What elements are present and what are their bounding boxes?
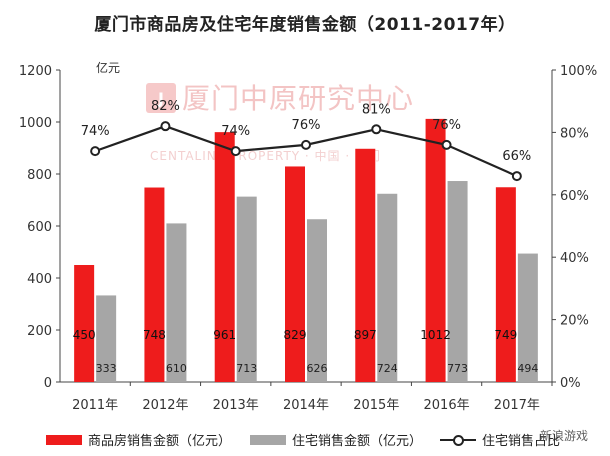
legend-item-share: 住宅销售占比 [440, 430, 560, 449]
axes: 0 200 400 600 800 1000 1200 0% 20% 40% 60% 80% 100% 亿… [19, 60, 597, 413]
share-point [90, 146, 101, 157]
share-line [90, 121, 522, 182]
data-label-residential: 494 [517, 362, 538, 375]
bar-residential [307, 219, 327, 382]
legend: 商品房销售金额（亿元） 住宅销售金额（亿元） 住宅销售占比 [0, 430, 610, 452]
left-tick-label: 1200 [19, 64, 52, 79]
data-label-commercial: 450 [73, 328, 96, 342]
data-label-commercial: 748 [143, 328, 166, 342]
x-tick-label: 2016年 [424, 398, 470, 413]
watermark-sub-text: CENTALINE PROPERTY · 中国 · 厦门 [150, 148, 381, 163]
data-label-residential: 773 [447, 362, 468, 375]
bar-residential [517, 253, 538, 382]
legend-swatch-commercial [46, 434, 82, 445]
data-label-residential: 333 [96, 362, 117, 375]
x-tick-label: 2014年 [283, 398, 329, 413]
bar-commercial [355, 148, 376, 382]
watermark: J 厦门中原研究中心 CENTALINE PROPERTY · 中国 · 厦门 [146, 82, 414, 163]
share-point [441, 139, 452, 150]
bars [74, 118, 538, 382]
data-label-residential: 713 [236, 362, 257, 375]
data-label-share: 81% [362, 102, 391, 117]
left-tick-label: 600 [27, 220, 52, 235]
data-label-residential: 724 [377, 362, 398, 375]
right-tick-label: 100% [560, 64, 597, 79]
share-point [371, 124, 382, 135]
right-tick-label: 40% [560, 251, 589, 266]
data-labels: 450 333 748 610 961 713 829 626 897 724 1012 773 749… [73, 99, 539, 375]
right-tick-label: 0% [560, 376, 581, 391]
data-label-share: 76% [432, 118, 461, 133]
watermark-logo [146, 83, 176, 113]
legend-label-commercial: 商品房销售金额（亿元） [88, 434, 232, 449]
x-tick-label: 2015年 [353, 398, 399, 413]
bar-commercial [495, 187, 516, 382]
legend-swatch-residential [250, 434, 286, 445]
data-label-residential: 626 [307, 362, 328, 375]
right-tick-label: 80% [560, 126, 589, 141]
data-label-share: 76% [292, 118, 321, 133]
bar-commercial [425, 118, 446, 382]
bar-residential [166, 223, 187, 382]
legend-item-commercial: 商品房销售金额（亿元） [46, 430, 231, 449]
right-tick-label: 20% [560, 314, 589, 329]
bar-residential [447, 181, 468, 382]
share-point [230, 146, 241, 157]
legend-label-residential: 住宅销售金额（亿元） [292, 434, 423, 449]
watermark-logo-letter: J [157, 89, 164, 108]
data-label-commercial: 829 [284, 328, 307, 342]
legend-swatch-share [440, 434, 476, 446]
data-label-share: 74% [81, 124, 110, 139]
left-tick-label: 0 [44, 376, 52, 391]
bar-residential [377, 193, 398, 382]
brand-watermark: 新浪游戏 [540, 429, 589, 443]
x-tick-label: 2017年 [494, 398, 540, 413]
data-label-residential: 610 [166, 362, 187, 375]
bar-commercial [144, 187, 165, 382]
bar-residential [236, 196, 257, 382]
legend-item-residential: 住宅销售金额（亿元） [250, 430, 422, 449]
bar-commercial [74, 265, 95, 382]
share-point [511, 171, 522, 182]
share-point [160, 121, 171, 132]
data-label-commercial: 1012 [420, 328, 451, 342]
data-label-share: 66% [502, 149, 531, 164]
left-tick-label: 400 [27, 272, 52, 287]
bar-commercial [285, 166, 305, 382]
data-label-share: 74% [221, 124, 250, 139]
watermark-main-text: 厦门中原研究中心 [182, 82, 414, 115]
bar-residential [96, 295, 117, 382]
left-tick-label: 800 [27, 168, 52, 183]
data-label-commercial: 961 [213, 328, 236, 342]
share-point [301, 139, 311, 150]
data-label-commercial: 897 [354, 328, 377, 342]
left-tick-label: 200 [27, 324, 52, 339]
x-tick-label: 2012年 [142, 398, 188, 413]
legend-label-share: 住宅销售占比 [482, 434, 561, 449]
left-tick-label: 1000 [19, 116, 52, 131]
chart-title: 厦门市商品房及住宅年度销售金额（2011-2017年） [94, 15, 516, 35]
right-tick-label: 60% [560, 189, 589, 204]
x-tick-label: 2013年 [213, 398, 259, 413]
left-axis-unit-label: 亿元 [96, 60, 120, 75]
data-label-share: 82% [151, 99, 180, 114]
x-tick-label: 2011年 [72, 398, 118, 413]
bar-commercial [214, 132, 235, 382]
data-label-commercial: 749 [494, 328, 517, 342]
